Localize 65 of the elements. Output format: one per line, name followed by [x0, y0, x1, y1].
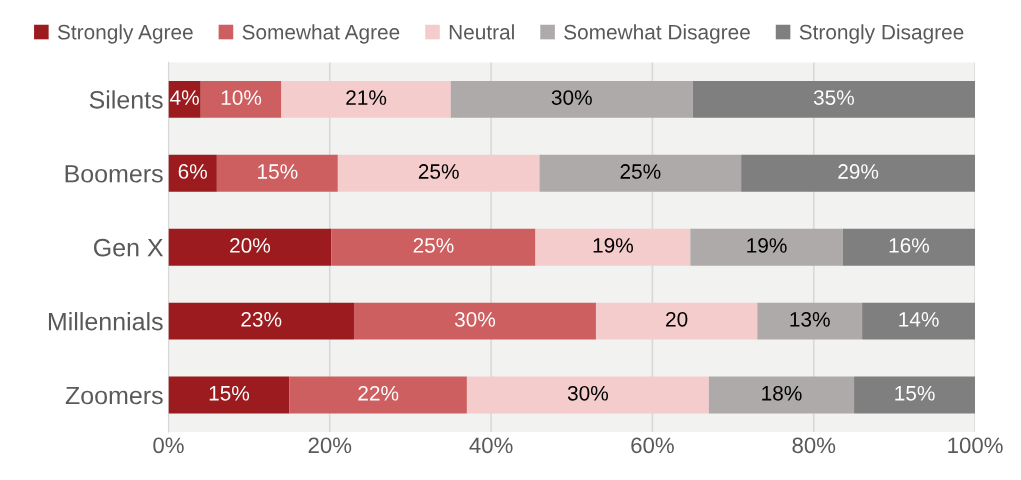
- data-label: 6%: [178, 164, 207, 179]
- bar: [595, 302, 758, 340]
- bar: [168, 228, 332, 266]
- y-tick-label: Boomers: [65, 165, 163, 183]
- bar: [331, 228, 536, 266]
- legend-label: Somewhat Disagree: [564, 24, 750, 44]
- x-tick-label: 100%: [948, 437, 1003, 454]
- data-label: 30%: [567, 385, 608, 401]
- bar: [168, 154, 217, 192]
- data-label: 15%: [895, 385, 935, 401]
- data-label: 16%: [889, 238, 930, 253]
- data-label: 19%: [593, 238, 633, 253]
- y-tick-label: Silents: [89, 90, 163, 109]
- data-label: 25%: [620, 164, 661, 179]
- data-label: 21%: [346, 90, 387, 105]
- data-label: 15%: [258, 164, 298, 179]
- bar: [692, 80, 976, 118]
- legend-label: Strongly Agree: [57, 24, 193, 44]
- bar: [353, 302, 596, 340]
- x-tick-label: 0%: [153, 437, 184, 454]
- x-tick-label: 20%: [308, 437, 352, 454]
- y-tick-label: Zoomers: [65, 386, 163, 405]
- bar: [535, 228, 691, 266]
- legend-label: Strongly Disagree: [799, 24, 964, 44]
- data-label: 20%: [230, 238, 271, 253]
- data-label: 30%: [551, 90, 592, 105]
- bar: [708, 376, 855, 414]
- data-label: 13%: [790, 311, 830, 327]
- data-label: 35%: [813, 90, 855, 105]
- data-label: 15%: [209, 385, 250, 401]
- bar: [168, 302, 354, 340]
- y-tick-label: Millennials: [48, 312, 163, 331]
- bar: [757, 302, 863, 340]
- data-label: 18%: [762, 385, 802, 401]
- bar: [539, 154, 742, 192]
- bar: [200, 80, 282, 118]
- bar: [862, 302, 976, 340]
- bar: [842, 228, 976, 266]
- bar: [216, 154, 338, 192]
- legend-label: Somewhat Agree: [242, 24, 400, 44]
- bar: [337, 154, 540, 192]
- data-label: 23%: [241, 311, 282, 327]
- bar: [168, 376, 290, 414]
- data-label: 30%: [454, 311, 496, 327]
- data-label: 25%: [418, 164, 459, 179]
- bar: [466, 376, 709, 414]
- bar: [741, 154, 976, 192]
- bar: [281, 80, 451, 118]
- data-label: 25%: [413, 238, 454, 253]
- data-label: 14%: [899, 312, 939, 327]
- bar: [289, 376, 467, 414]
- bar: [854, 376, 976, 414]
- bar: [450, 80, 693, 118]
- bar: [690, 228, 843, 266]
- legend-label: Neutral: [449, 24, 514, 40]
- data-label: 4%: [170, 90, 199, 105]
- data-label: 29%: [838, 164, 879, 179]
- y-tick-label: Gen X: [93, 238, 164, 257]
- data-label: 10%: [221, 90, 262, 105]
- x-tick-label: 80%: [792, 437, 836, 454]
- x-tick-label: 60%: [631, 437, 674, 454]
- data-label: 22%: [358, 385, 399, 401]
- data-label: 20: [666, 311, 688, 327]
- data-label: 19%: [747, 238, 787, 253]
- x-tick-label: 40%: [469, 437, 513, 454]
